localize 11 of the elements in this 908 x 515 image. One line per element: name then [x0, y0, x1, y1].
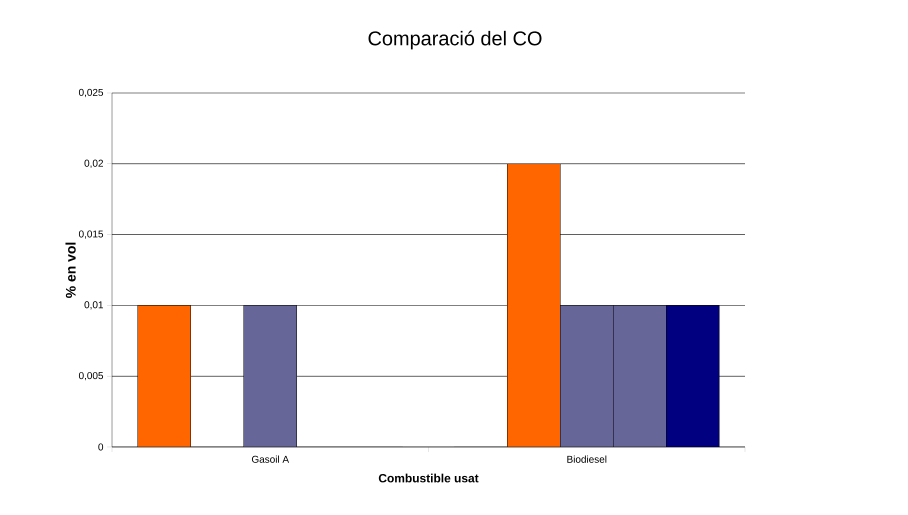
y-tick-label: 0,01	[84, 301, 104, 310]
y-tick-label: 0	[98, 443, 104, 451]
y-tick-label: 0,02	[84, 160, 103, 168]
y-tick-label: 0,005	[78, 372, 104, 380]
x-tick-label: Gasoil A	[252, 456, 290, 463]
x-tick-label: Biodiesel	[567, 456, 606, 463]
y-tick-label: 0,025	[78, 88, 104, 98]
chart-title: Comparació del CO	[368, 30, 542, 50]
x-axis-title: Combustible usat	[378, 474, 478, 482]
y-tick-label: 0,015	[78, 230, 104, 239]
y-axis-title: % en vol	[65, 242, 76, 298]
